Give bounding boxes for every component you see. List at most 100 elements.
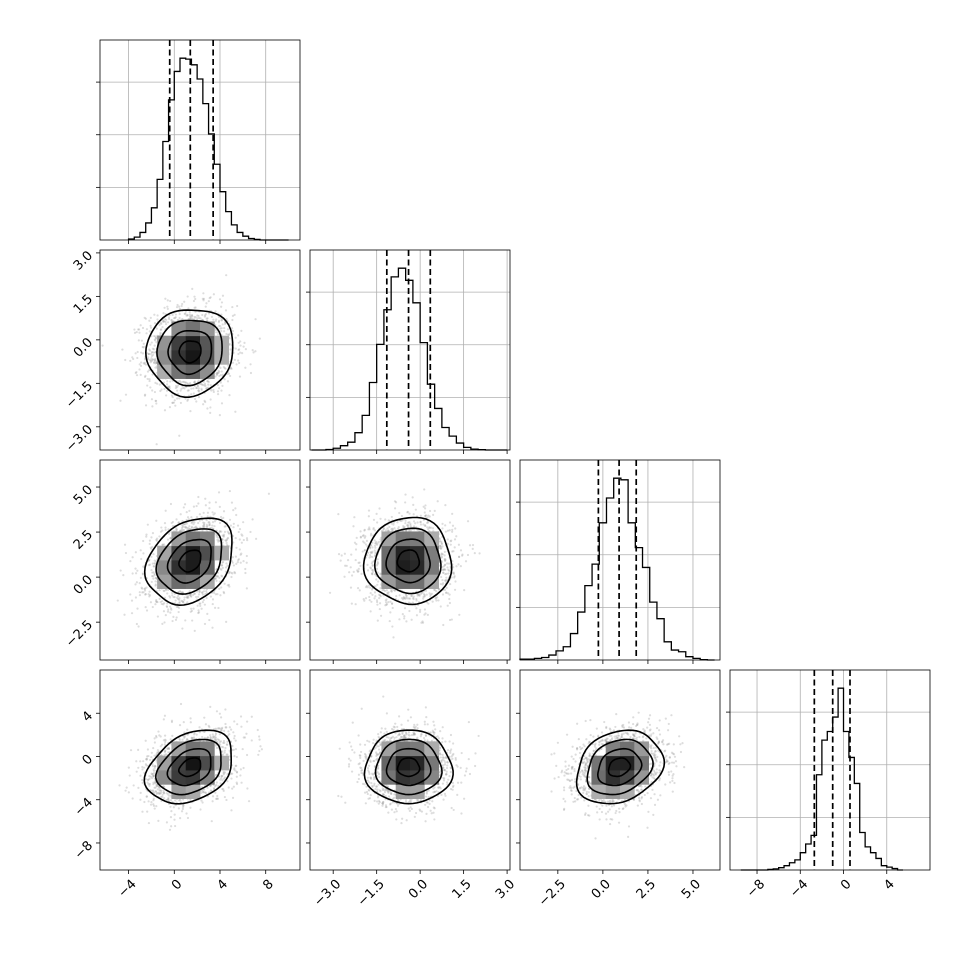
sample-point	[587, 775, 590, 779]
sample-point	[146, 778, 150, 781]
sample-point	[192, 299, 196, 303]
sample-point	[210, 389, 213, 392]
sample-point	[444, 573, 447, 576]
sample-point	[141, 573, 145, 576]
sample-point	[473, 552, 476, 555]
sample-point	[373, 539, 376, 542]
sample-point	[622, 723, 625, 727]
sample-point	[369, 610, 372, 613]
sample-point	[356, 570, 360, 573]
sample-point	[376, 521, 379, 524]
sample-point	[447, 568, 450, 571]
sample-point	[451, 571, 454, 575]
sample-point	[598, 818, 601, 821]
sample-point	[178, 312, 181, 316]
sample-point	[188, 509, 191, 512]
sample-point	[390, 602, 394, 605]
sample-point	[584, 769, 587, 772]
sample-point	[570, 766, 574, 769]
sample-point	[205, 590, 208, 593]
sample-point	[420, 621, 423, 624]
sample-point	[589, 733, 592, 737]
sample-point	[152, 565, 155, 568]
sample-point	[575, 747, 579, 750]
sample-point	[340, 554, 343, 557]
sample-point	[364, 543, 368, 546]
sample-point	[150, 751, 153, 754]
sample-point	[142, 565, 145, 568]
sample-point	[620, 799, 624, 802]
sample-point	[218, 505, 221, 508]
sample-point	[201, 383, 205, 386]
sample-point	[206, 736, 209, 739]
sample-point	[395, 595, 398, 598]
sample-point	[368, 772, 371, 776]
sample-point	[347, 763, 351, 766]
sample-point	[161, 622, 164, 625]
sample-point	[215, 373, 219, 377]
sample-point	[344, 564, 347, 567]
sample-point	[343, 575, 346, 578]
sample-point	[169, 380, 172, 383]
sample-point	[398, 511, 401, 515]
sample-point	[383, 791, 387, 794]
sample-point	[381, 802, 384, 805]
sample-point	[650, 747, 653, 750]
sample-point	[164, 589, 168, 592]
sample-point	[142, 342, 145, 345]
sample-point	[206, 515, 209, 518]
y-tick-label: −4	[72, 795, 96, 819]
sample-point	[445, 770, 448, 773]
sample-point	[245, 537, 249, 540]
sample-point	[196, 314, 199, 317]
sample-point	[451, 781, 454, 784]
sample-point	[565, 772, 568, 775]
sample-point	[160, 743, 164, 746]
sample-point	[184, 526, 187, 529]
sample-point	[373, 759, 376, 762]
sample-point	[154, 399, 157, 403]
sample-point	[209, 734, 212, 737]
sample-point	[192, 520, 195, 523]
sample-point	[582, 758, 586, 761]
sample-point	[436, 596, 439, 599]
sample-point	[567, 778, 570, 782]
axes-frame	[309, 669, 511, 871]
sample-point	[219, 515, 223, 519]
sample-point	[650, 744, 653, 747]
sample-point	[424, 524, 427, 527]
sample-point	[220, 775, 223, 778]
sample-point	[443, 777, 446, 780]
sample-point	[190, 516, 193, 519]
sample-point	[186, 526, 189, 530]
sample-point	[423, 739, 426, 742]
sample-point	[162, 543, 166, 546]
sample-point	[431, 600, 434, 603]
sample-point	[656, 742, 660, 745]
sample-point	[600, 810, 604, 814]
sample-point	[466, 553, 470, 557]
sample-point	[635, 736, 639, 739]
sample-point	[609, 817, 612, 821]
sample-point	[208, 521, 211, 524]
sample-point	[444, 503, 447, 507]
sample-point	[169, 537, 172, 540]
sample-point	[203, 603, 206, 606]
sample-point	[185, 812, 188, 815]
panel-content	[328, 488, 481, 639]
sample-point	[155, 784, 158, 788]
sample-point	[194, 316, 197, 319]
sample-point	[203, 716, 206, 719]
sample-point	[177, 392, 180, 395]
sample-point	[200, 799, 203, 802]
sample-point	[666, 729, 670, 732]
sample-point	[148, 539, 152, 542]
sample-point	[221, 534, 224, 537]
sample-point	[345, 564, 348, 567]
sample-point	[153, 807, 156, 810]
sample-point	[149, 359, 152, 362]
sample-point	[202, 292, 205, 295]
sample-point	[231, 305, 234, 309]
sample-point	[432, 731, 435, 734]
sample-point	[460, 781, 463, 784]
